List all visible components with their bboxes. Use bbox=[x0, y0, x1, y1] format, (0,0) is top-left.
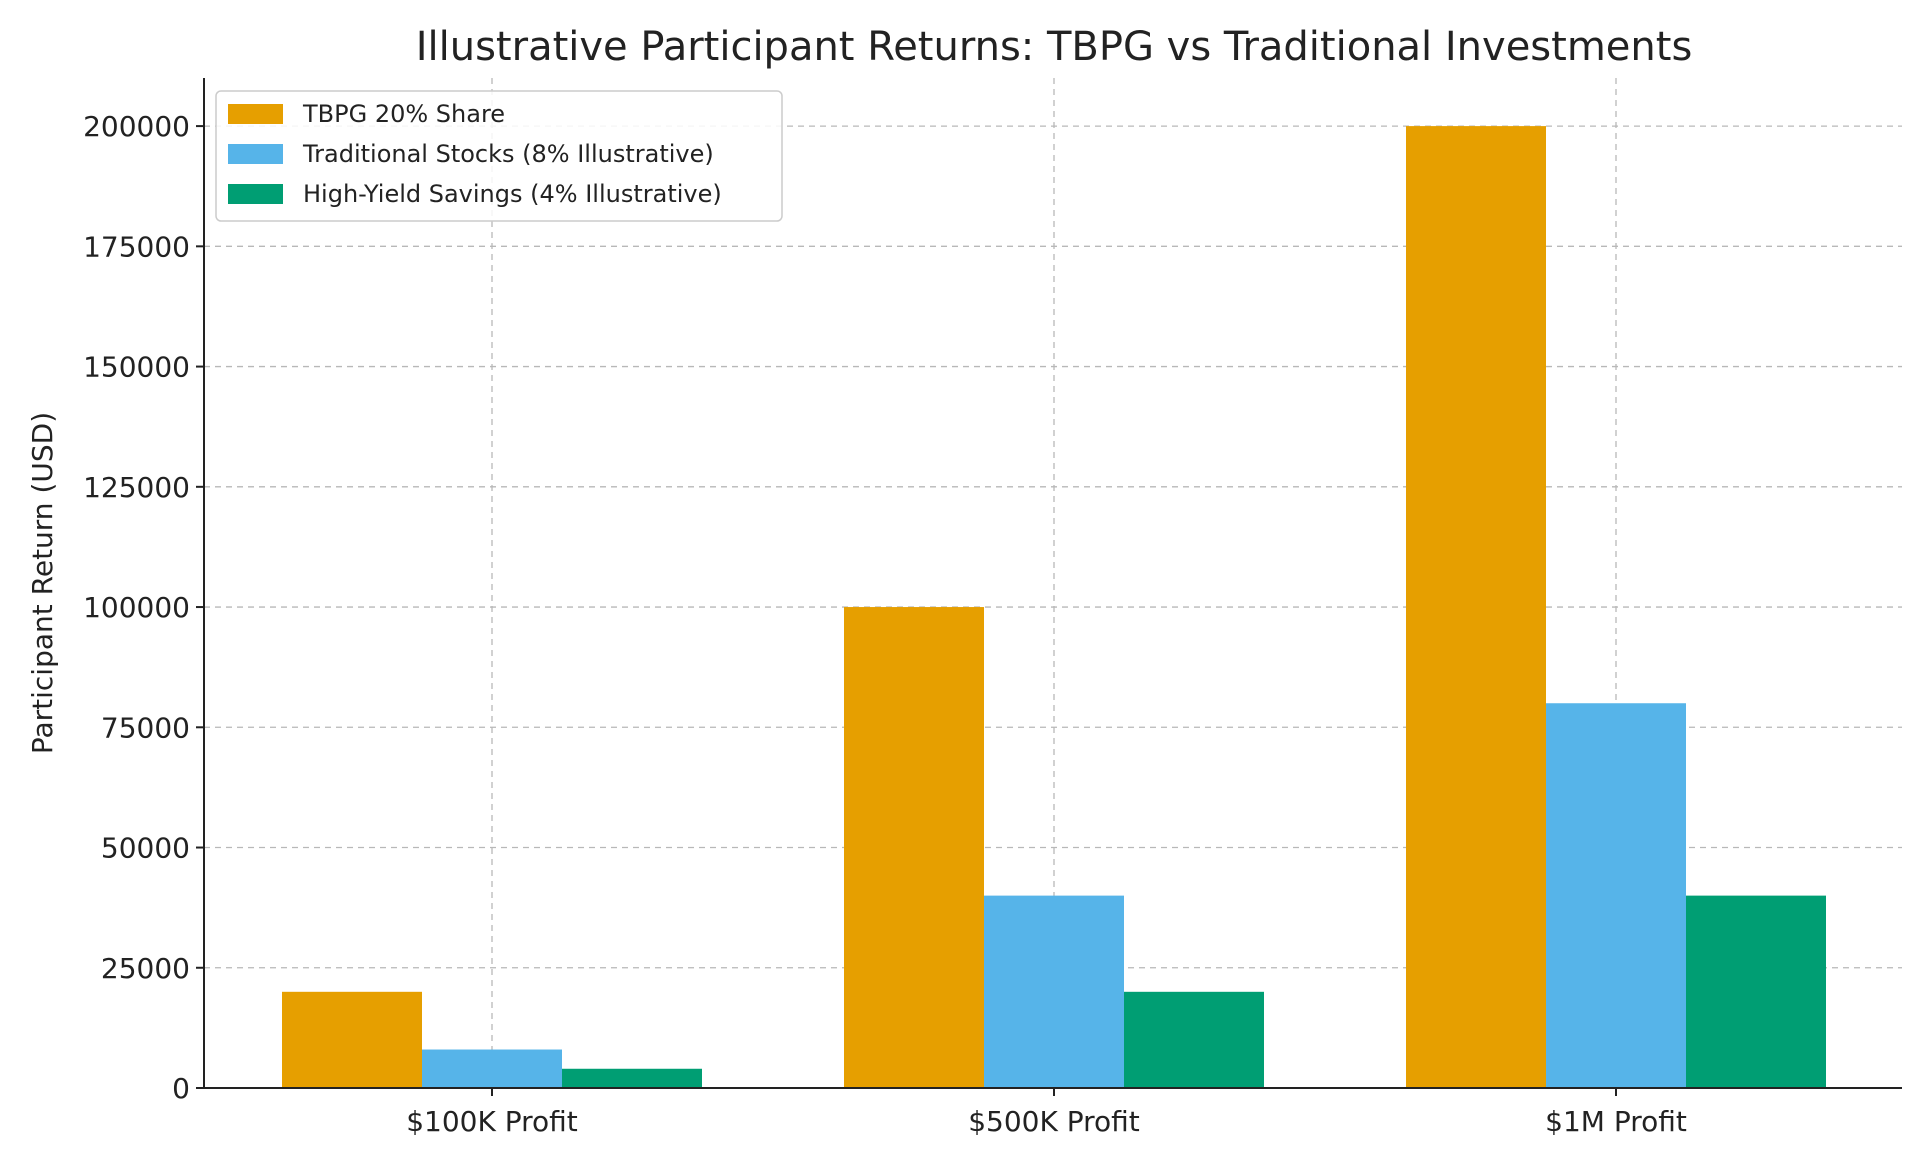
y-tick-label: 0 bbox=[172, 1072, 190, 1105]
legend-label-tbpg: TBPG 20% Share bbox=[302, 100, 505, 128]
bar-tbpg-1 bbox=[844, 607, 984, 1088]
y-axis-ticks: 0 25000 50000 75000 100000 125000 150000 175000… bbox=[83, 110, 204, 1105]
bar-traditional-stocks-2 bbox=[1546, 703, 1686, 1088]
y-tick-label: 175000 bbox=[83, 230, 190, 263]
legend-label-traditional-stocks: Traditional Stocks (8% Illustrative) bbox=[302, 140, 714, 168]
bar-traditional-stocks-1 bbox=[984, 895, 1124, 1088]
x-axis-ticks: $100K Profit $500K Profit $1M Profit bbox=[406, 1088, 1687, 1138]
bar-high-yield-savings-1 bbox=[1124, 991, 1264, 1088]
y-tick-label: 125000 bbox=[83, 471, 190, 504]
legend-swatch-traditional-stocks bbox=[228, 144, 283, 164]
bar-tbpg-0 bbox=[282, 991, 422, 1088]
bar-traditional-stocks-0 bbox=[422, 1049, 562, 1088]
legend-swatch-tbpg bbox=[228, 104, 283, 124]
y-tick-label: 150000 bbox=[83, 351, 190, 384]
bars bbox=[282, 126, 1826, 1089]
x-tick-label: $100K Profit bbox=[406, 1105, 578, 1138]
y-tick-label: 200000 bbox=[83, 110, 190, 143]
x-tick-label: $1M Profit bbox=[1545, 1105, 1687, 1138]
y-tick-label: 75000 bbox=[101, 711, 190, 744]
bar-tbpg-2 bbox=[1406, 126, 1546, 1089]
legend-swatch-high-yield-savings bbox=[228, 184, 283, 204]
chart-title: Illustrative Participant Returns: TBPG v… bbox=[416, 24, 1693, 70]
bar-high-yield-savings-0 bbox=[562, 1068, 702, 1088]
y-tick-label: 50000 bbox=[101, 832, 190, 865]
legend-label-high-yield-savings: High-Yield Savings (4% Illustrative) bbox=[303, 180, 722, 208]
y-tick-label: 25000 bbox=[101, 952, 190, 985]
y-axis-label: Participant Return (USD) bbox=[26, 412, 59, 754]
legend: TBPG 20% Share Traditional Stocks (8% Il… bbox=[215, 90, 783, 222]
legend-frame bbox=[215, 90, 783, 222]
y-tick-label: 100000 bbox=[83, 591, 190, 624]
x-tick-label: $500K Profit bbox=[968, 1105, 1140, 1138]
bar-high-yield-savings-2 bbox=[1686, 895, 1826, 1088]
